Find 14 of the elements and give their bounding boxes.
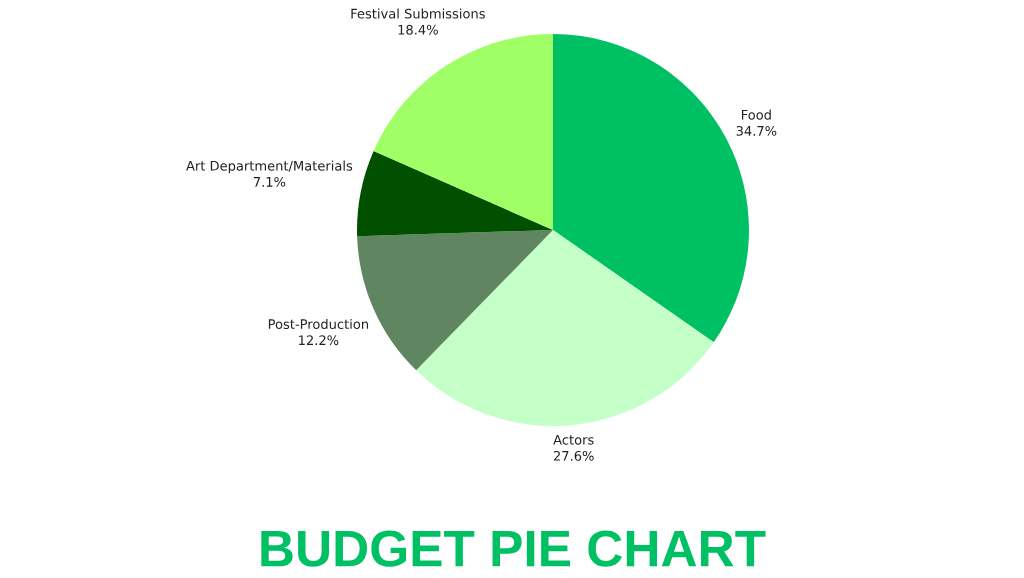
pie-slice bbox=[416, 230, 714, 426]
data-label: 27.6% bbox=[553, 450, 594, 461]
slice-label: Food bbox=[741, 109, 771, 120]
pie-slice bbox=[357, 151, 553, 237]
data-label: 12.2% bbox=[299, 335, 339, 346]
pie-slice bbox=[373, 34, 553, 230]
slice-label: Actors bbox=[553, 434, 594, 445]
data-label: 18.4% bbox=[398, 24, 438, 35]
slice-label: Festival Submissions bbox=[351, 8, 485, 19]
data-label: 34.7% bbox=[736, 125, 777, 136]
data-label: 7.1% bbox=[253, 176, 286, 187]
slice-label: Post-Production bbox=[268, 318, 368, 330]
text: BUDGET PIE CHART bbox=[261, 530, 766, 567]
slice-label: Art Department/Materials bbox=[186, 160, 353, 174]
